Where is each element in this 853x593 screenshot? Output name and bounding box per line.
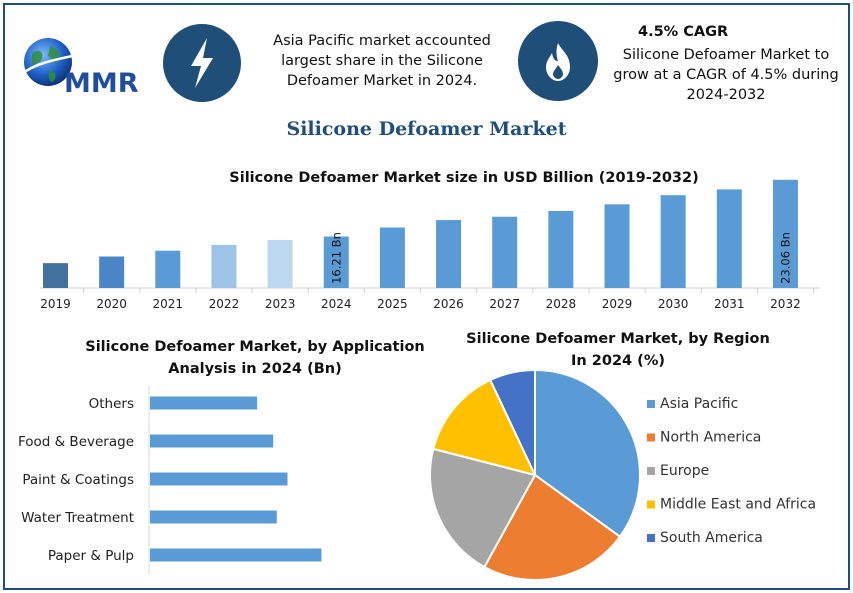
- cagr-line-3: 2024-2032: [686, 87, 766, 103]
- bar-2030: [660, 195, 686, 288]
- region-chart-title: Silicone Defoamer Market, by Region In 2…: [450, 328, 786, 372]
- application-bar-food-beverage: [150, 434, 274, 448]
- x-tick-label: 2026: [433, 297, 464, 311]
- x-tick-label: 2025: [377, 297, 408, 311]
- application-title-line-2: Analysis in 2024 (Bn): [168, 361, 342, 377]
- x-tick-label: 2027: [489, 297, 520, 311]
- x-tick-label: 2019: [40, 297, 71, 311]
- x-tick-label: 2031: [714, 297, 745, 311]
- bar-2032: [772, 179, 798, 288]
- x-tick-label: 2030: [658, 297, 689, 311]
- bar-2026: [436, 220, 462, 288]
- cagr-line-2: grow at a CAGR of 4.5% during: [613, 67, 839, 83]
- legend-swatch: [647, 534, 655, 542]
- pie-slice-middle-east-and-africa: [432, 378, 537, 477]
- cagr-text: Silicone Defoamer Market to grow at a CA…: [608, 45, 844, 105]
- bar-2021: [155, 250, 181, 288]
- legend-swatch: [647, 433, 655, 442]
- application-bar-paper-pulp: [150, 548, 322, 562]
- legend-label: North America: [660, 430, 761, 446]
- bar-data-label: 16.21 Bn: [329, 232, 343, 284]
- legend-swatch: [647, 400, 655, 408]
- x-tick-label: 2021: [153, 297, 184, 311]
- pie-slice-europe: [429, 447, 537, 569]
- lightning-bolt-icon: [163, 24, 241, 102]
- legend-swatch: [647, 500, 655, 509]
- highlight-line-2: largest share in the Silicone: [281, 53, 483, 69]
- application-bar-others: [150, 396, 258, 410]
- x-tick-label: 2023: [265, 297, 296, 311]
- legend-label: South America: [660, 530, 763, 546]
- x-tick-label: 2024: [321, 297, 352, 311]
- market-size-bar-chart: Silicone Defoamer Market size in USD Bil…: [40, 170, 820, 311]
- infographic-frame: [3, 3, 850, 590]
- highlight-line-3: Defoamer Market in 2024.: [286, 73, 478, 89]
- pie-slice-asia-pacific: [534, 368, 641, 539]
- bar-2020: [99, 256, 125, 288]
- application-chart-title: Silicone Defoamer Market, by Application…: [70, 336, 440, 380]
- cagr-line-1: Silicone Defoamer Market to: [622, 47, 830, 63]
- mmr-logo: MMR: [21, 38, 139, 99]
- bar-2029: [604, 204, 630, 288]
- application-bar-chart: Others Food & Beverage Paint & Coatings Wat…: [18, 385, 322, 575]
- pie-slice-south-america: [488, 368, 536, 476]
- x-tick-label: 2020: [96, 297, 127, 311]
- region-title-line-1: Silicone Defoamer Market, by Region: [466, 331, 770, 347]
- legend-swatch: [647, 467, 655, 475]
- application-title-line-1: Silicone Defoamer Market, by Application: [85, 339, 425, 355]
- application-category-label: Paint & Coatings: [22, 472, 134, 488]
- legend-label: Europe: [660, 463, 709, 479]
- cagr-title: 4.5% CAGR: [638, 24, 729, 40]
- x-tick-label: 2029: [602, 297, 633, 311]
- application-category-label: Water Treatment: [21, 510, 134, 526]
- x-tick-label: 2032: [770, 297, 801, 311]
- x-tick-label: 2028: [546, 297, 577, 311]
- main-title: Silicone Defoamer Market: [286, 118, 567, 140]
- bar-2019: [43, 263, 68, 288]
- application-category-label: Food & Beverage: [18, 434, 134, 450]
- highlight-text: Asia Pacific market accounted largest sh…: [262, 31, 502, 91]
- application-category-label: Others: [89, 396, 134, 412]
- bar-2024: [323, 236, 349, 288]
- legend-label: Asia Pacific: [660, 396, 738, 412]
- bar-2031: [716, 189, 742, 288]
- pie-slice-north-america: [483, 473, 622, 581]
- application-bar-water-treatment: [150, 510, 277, 524]
- logo-text: MMR: [64, 68, 139, 99]
- x-tick-label: 2022: [209, 297, 240, 311]
- legend-label: Middle East and Africa: [660, 497, 816, 513]
- flame-icon: [518, 21, 598, 101]
- application-category-label: Paper & Pulp: [48, 548, 134, 564]
- bar-2025: [379, 227, 405, 288]
- bar-2022: [211, 244, 237, 288]
- bar-2023: [267, 239, 293, 288]
- highlight-line-1: Asia Pacific market accounted: [273, 33, 491, 49]
- application-bar-paint-coatings: [150, 472, 288, 486]
- market-size-chart-title: Silicone Defoamer Market size in USD Bil…: [229, 170, 698, 186]
- bar-2027: [492, 216, 518, 288]
- bar-2028: [548, 210, 574, 288]
- region-pie-chart: Asia Pacific North America Europe Middle Ea…: [429, 368, 816, 581]
- bar-data-label: 23.06 Bn: [778, 232, 792, 284]
- region-title-line-2: In 2024 (%): [571, 353, 665, 369]
